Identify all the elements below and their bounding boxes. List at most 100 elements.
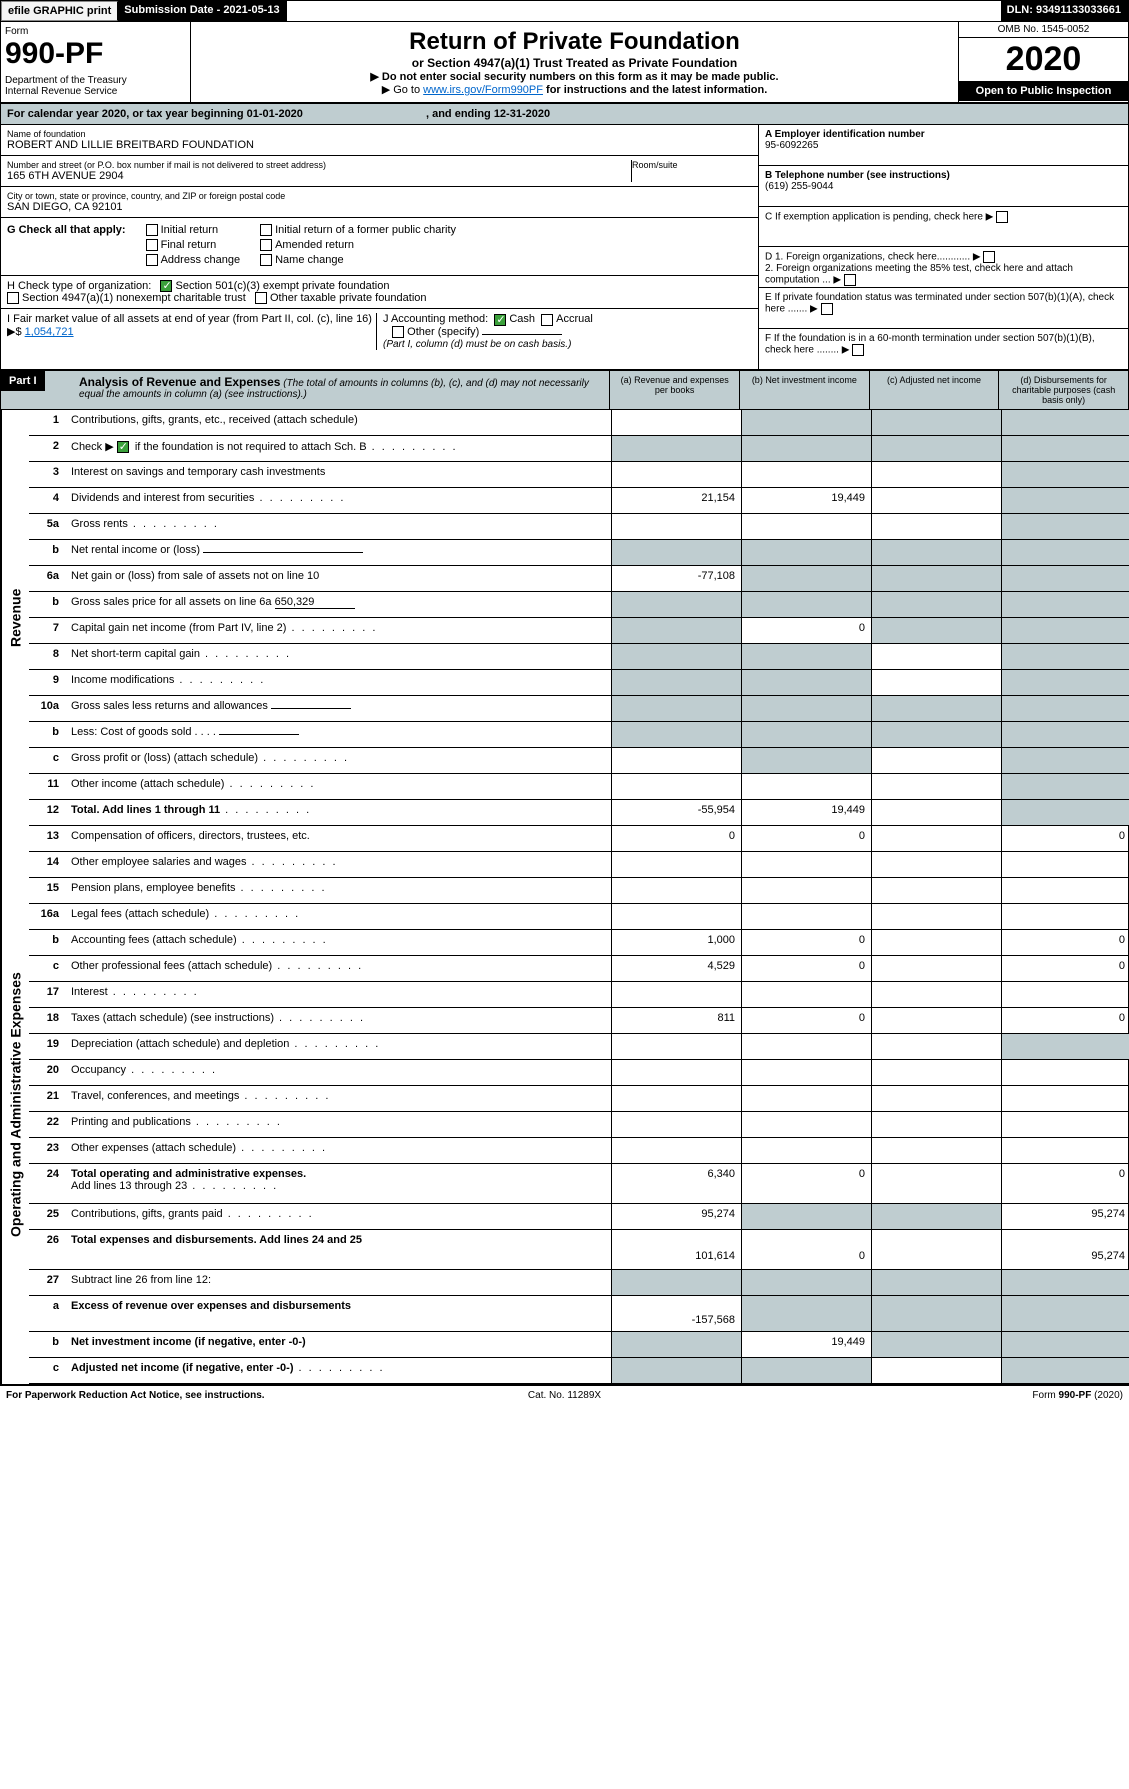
desc-10c: Gross profit or (loss) (attach schedule) [65, 748, 611, 773]
r7-b: 0 [741, 618, 871, 643]
chk-other-acct[interactable] [392, 326, 404, 338]
desc-5b: Net rental income or (loss) [65, 540, 611, 565]
ln-27b: b [29, 1332, 65, 1357]
chk-initial-return[interactable] [146, 224, 158, 236]
foundation-name-cell: Name of foundation ROBERT AND LILLIE BRE… [1, 125, 758, 156]
r27b-b: 19,449 [741, 1332, 871, 1357]
r16b-b: 0 [741, 930, 871, 955]
desc-6b: Gross sales price for all assets on line… [65, 592, 611, 617]
e-cell: E If private foundation status was termi… [759, 288, 1128, 329]
revenue-side-label: Revenue [1, 410, 29, 826]
submission-date: Submission Date - 2021-05-13 [118, 1, 286, 21]
j-label: J Accounting method: [383, 313, 488, 325]
header: Form 990-PF Department of the Treasury I… [1, 22, 1128, 104]
chk-initial-former[interactable] [260, 224, 272, 236]
f-label: F If the foundation is in a 60-month ter… [765, 333, 1095, 356]
chk-cash[interactable] [494, 314, 506, 326]
desc-5a: Gross rents [65, 514, 611, 539]
chk-f[interactable] [852, 344, 864, 356]
ln-20: 20 [29, 1060, 65, 1085]
i-section: I Fair market value of all assets at end… [7, 313, 377, 349]
note2-suffix: for instructions and the latest informat… [546, 84, 767, 96]
chk-other-tax[interactable] [255, 292, 267, 304]
ln-8: 8 [29, 644, 65, 669]
efile-print-button[interactable]: efile GRAPHIC print [1, 1, 118, 21]
chk-accrual[interactable] [541, 314, 553, 326]
desc-11: Other income (attach schedule) [65, 774, 611, 799]
b-label: B Telephone number (see instructions) [765, 170, 950, 181]
ln-6a: 6a [29, 566, 65, 591]
ln-10c: c [29, 748, 65, 773]
r26-a: 101,614 [611, 1230, 741, 1269]
d-cell: D 1. Foreign organizations, check here..… [759, 247, 1128, 288]
r6b-val: 650,329 [275, 596, 355, 609]
chk-e[interactable] [821, 303, 833, 315]
chk-final-return[interactable] [146, 239, 158, 251]
room-cell: Room/suite [632, 160, 752, 182]
chk-address-change[interactable] [146, 254, 158, 266]
g-section: G Check all that apply: Initial return F… [1, 218, 758, 276]
cal-begin: For calendar year 2020, or tax year begi… [7, 108, 303, 120]
form-label: Form [5, 26, 186, 37]
chk-d2[interactable] [844, 274, 856, 286]
chk-schb[interactable] [117, 441, 129, 453]
info-left: Name of foundation ROBERT AND LILLIE BRE… [1, 125, 758, 369]
chk-d1[interactable] [983, 251, 995, 263]
form-subtitle: or Section 4947(a)(1) Trust Treated as P… [197, 56, 952, 70]
desc-27c: Adjusted net income (if negative, enter … [65, 1358, 611, 1383]
desc-27: Subtract line 26 from line 12: [65, 1270, 611, 1295]
desc-26: Total expenses and disbursements. Add li… [65, 1230, 611, 1269]
desc-21: Travel, conferences, and meetings [65, 1086, 611, 1111]
r18-b: 0 [741, 1008, 871, 1033]
chk-c[interactable] [996, 211, 1008, 223]
chk-name-change[interactable] [260, 254, 272, 266]
a-label: A Employer identification number [765, 129, 925, 140]
omb-number: OMB No. 1545-0052 [959, 22, 1128, 38]
note-link: ▶ Go to www.irs.gov/Form990PF for instru… [197, 83, 952, 96]
ln-22: 22 [29, 1112, 65, 1137]
chk-4947[interactable] [7, 292, 19, 304]
desc-16a: Legal fees (attach schedule) [65, 904, 611, 929]
phone-cell: B Telephone number (see instructions) (6… [759, 166, 1128, 207]
desc-4: Dividends and interest from securities [65, 488, 611, 513]
dln-number: DLN: 93491133033661 [1001, 1, 1128, 21]
col-a-header: (a) Revenue and expenses per books [609, 371, 739, 409]
h-501c3: Section 501(c)(3) exempt private foundat… [175, 280, 389, 292]
irs-link[interactable]: www.irs.gov/Form990PF [423, 84, 543, 96]
ln-13: 13 [29, 826, 65, 851]
j-section: J Accounting method: Cash Accrual Other … [377, 313, 752, 349]
ln-12: 12 [29, 800, 65, 825]
r24-a: 6,340 [611, 1164, 741, 1203]
desc-10a: Gross sales less returns and allowances [65, 696, 611, 721]
ln-17: 17 [29, 982, 65, 1007]
analysis-title: Analysis of Revenue and Expenses [79, 375, 280, 389]
r24-b: 0 [741, 1164, 871, 1203]
chk-501c3[interactable] [160, 280, 172, 292]
ln-26: 26 [29, 1230, 65, 1269]
desc-27a: Excess of revenue over expenses and disb… [65, 1296, 611, 1331]
ln-27a: a [29, 1296, 65, 1331]
desc-16b: Accounting fees (attach schedule) [65, 930, 611, 955]
j-cash: Cash [509, 313, 535, 325]
ln-1: 1 [29, 410, 65, 435]
ln-19: 19 [29, 1034, 65, 1059]
part-label: Part I [1, 371, 45, 391]
ln-16a: 16a [29, 904, 65, 929]
desc-22: Printing and publications [65, 1112, 611, 1137]
ln-18: 18 [29, 1008, 65, 1033]
chk-amended[interactable] [260, 239, 272, 251]
ln-6b: b [29, 592, 65, 617]
r25-d: 95,274 [1001, 1204, 1129, 1229]
r16c-a: 4,529 [611, 956, 741, 981]
other-blank [482, 334, 562, 335]
ln-5b: b [29, 540, 65, 565]
desc-16c: Other professional fees (attach schedule… [65, 956, 611, 981]
opt-final: Final return [161, 239, 217, 251]
ln-10a: 10a [29, 696, 65, 721]
r12-b: 19,449 [741, 800, 871, 825]
r16c-d: 0 [1001, 956, 1129, 981]
r13-b: 0 [741, 826, 871, 851]
ln-16c: c [29, 956, 65, 981]
addr-label: Number and street (or P.O. box number if… [7, 160, 631, 170]
opt-namechg: Name change [275, 254, 344, 266]
